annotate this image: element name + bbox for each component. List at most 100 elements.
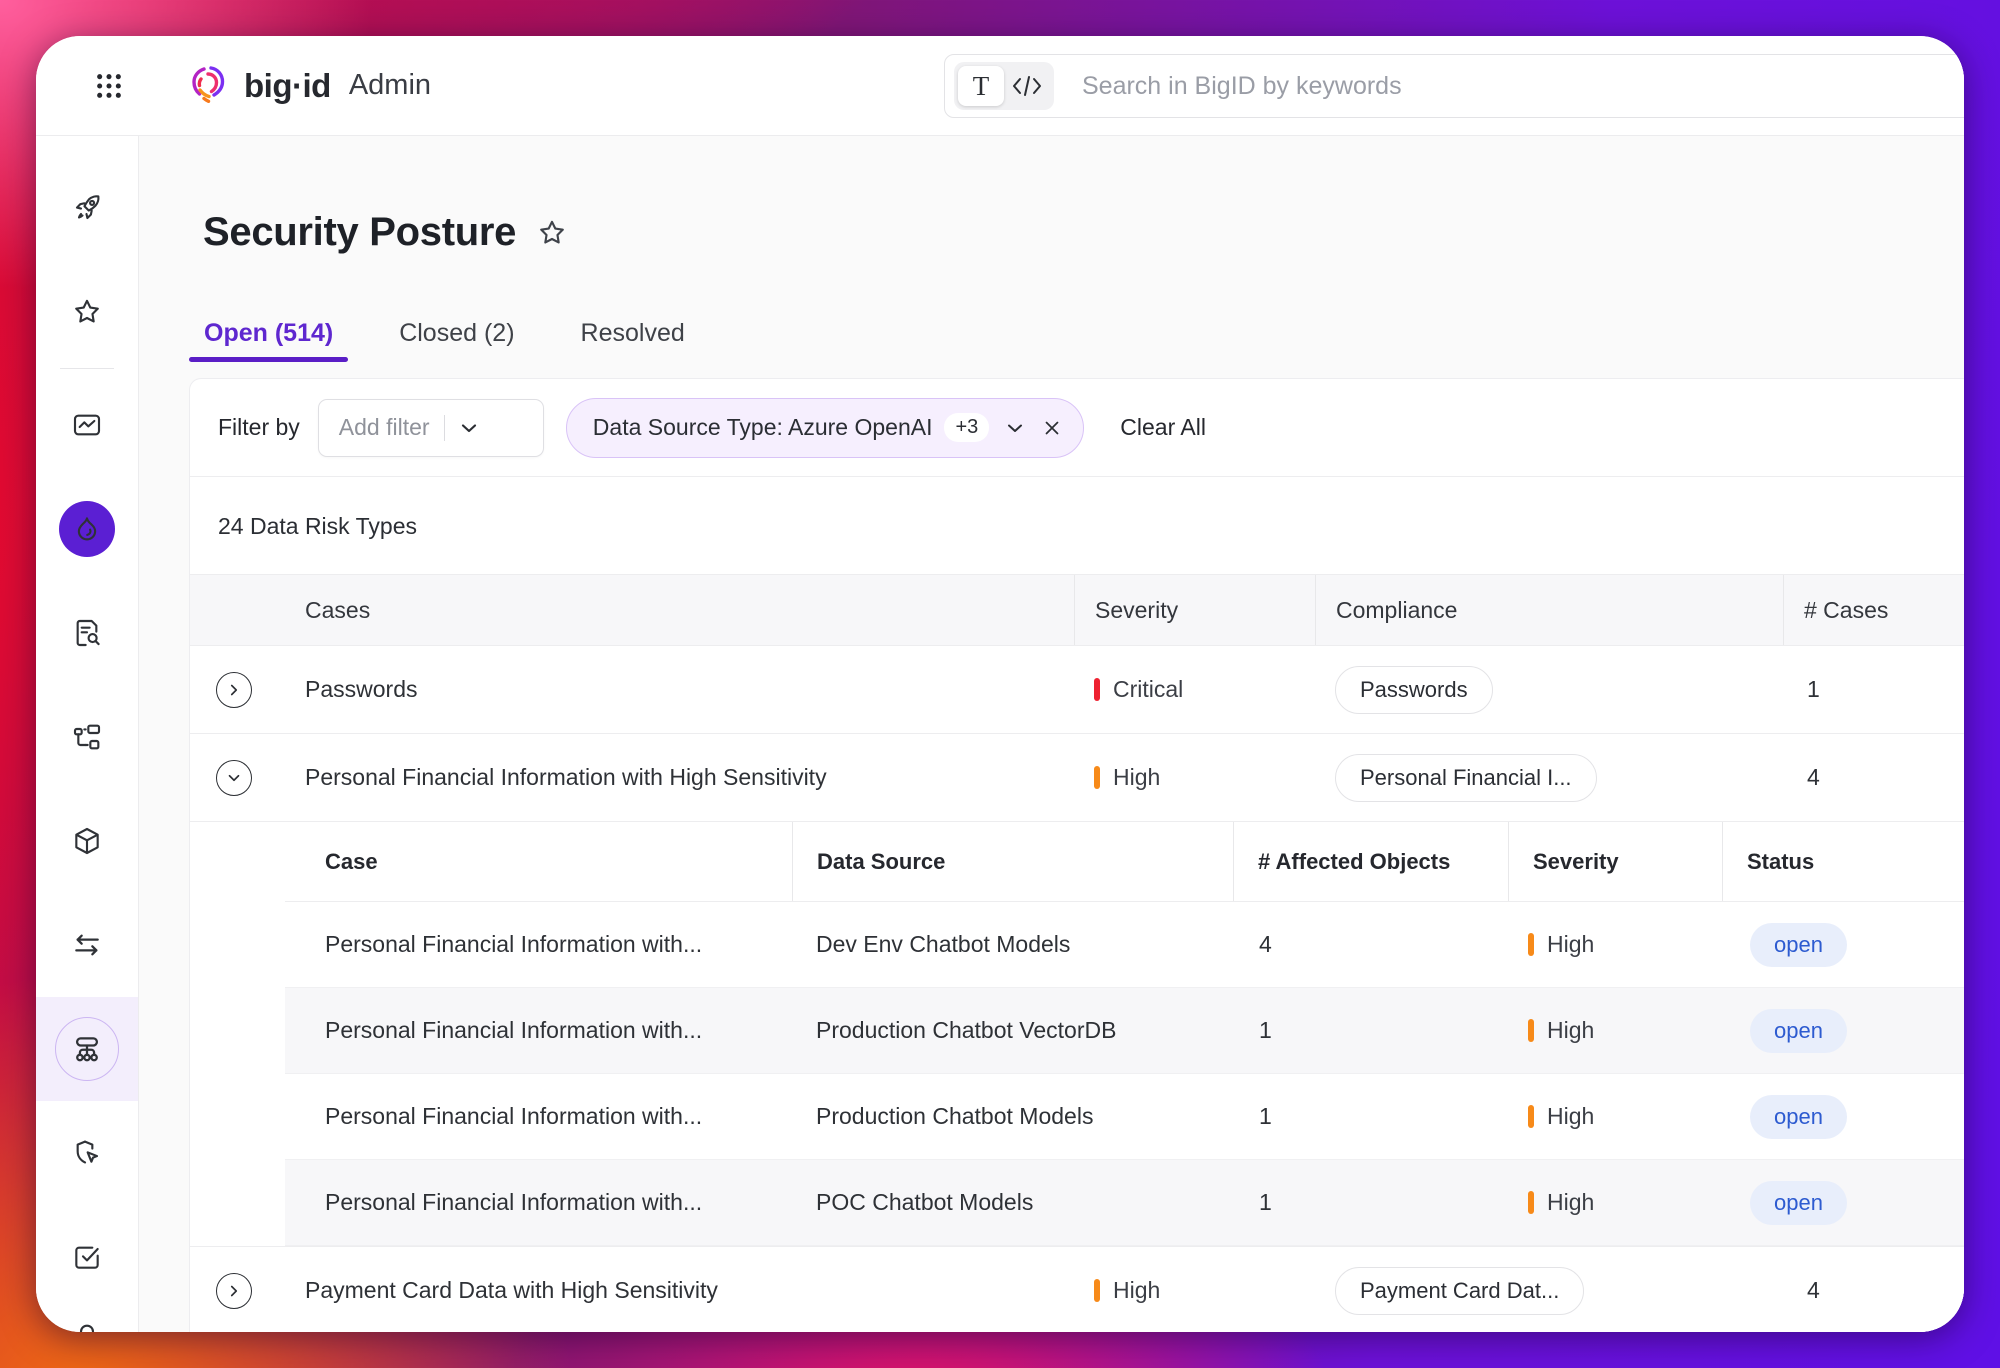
case-name: Personal Financial Information with...	[325, 1189, 703, 1215]
checkbox-icon	[75, 1246, 99, 1269]
search-mode-query-button[interactable]	[1004, 66, 1050, 106]
sidebar-item-tasks[interactable]	[36, 1205, 138, 1309]
severity-label: Critical	[1113, 676, 1184, 702]
severity-cell: High	[1508, 1017, 1722, 1044]
severity-high-indicator	[1094, 766, 1100, 789]
risk-table-header: Cases Severity Compliance # Cases	[190, 574, 1964, 646]
risk-types-count-label: 24 Data Risk Types	[218, 513, 418, 539]
search-input[interactable]	[1054, 71, 1964, 101]
column-header-compliance: Compliance	[1315, 575, 1783, 645]
flame-icon	[77, 517, 97, 541]
sidebar-item-policies[interactable]	[36, 581, 138, 685]
severity-high-indicator	[1528, 933, 1534, 956]
topbar: big·id Admin T	[36, 36, 1964, 136]
sidebar-item-remediation[interactable]	[36, 1101, 138, 1205]
filter-chip-remove-button[interactable]	[1041, 417, 1063, 439]
sidebar-item-data-flows[interactable]	[36, 893, 138, 997]
severity-high-indicator	[1094, 1279, 1100, 1302]
app-launcher-button[interactable]	[92, 69, 126, 103]
active-filter-chip[interactable]: Data Source Type: Azure OpenAI +3	[565, 397, 1085, 458]
case-row-production-vectordb[interactable]: Personal Financial Information with... P…	[285, 988, 1964, 1074]
table-row-passwords[interactable]: Passwords Critical Passwords 1	[190, 646, 1964, 734]
add-filter-dropdown[interactable]: Add filter	[317, 398, 544, 457]
collapse-row-button[interactable]	[216, 759, 252, 796]
case-name: Personal Financial Information with...	[325, 1103, 703, 1129]
column-header-affected-objects: # Affected Objects	[1233, 822, 1508, 901]
clear-all-button[interactable]: Clear All	[1120, 414, 1206, 440]
filter-chip-expand-button[interactable]	[1003, 416, 1027, 440]
severity-label: High	[1547, 1103, 1595, 1129]
severity-cell: High	[1508, 1189, 1722, 1216]
status-badge: open	[1750, 1180, 1847, 1225]
dropdown-divider	[443, 414, 445, 441]
sidebar-item-dashboard[interactable]	[36, 373, 138, 477]
filter-more-count-badge: +3	[944, 413, 990, 442]
results-card: Filter by Add filter Data Source Type: A…	[189, 378, 1964, 1332]
chevron-right-icon	[230, 1285, 238, 1296]
sidebar-item-classification[interactable]	[36, 685, 138, 789]
sidebar-item-getting-started[interactable]	[36, 156, 138, 260]
global-search: T	[944, 54, 1964, 118]
table-row-payment-card[interactable]: Payment Card Data with High Sensitivity …	[190, 1246, 1964, 1332]
filter-bar: Filter by Add filter Data Source Type: A…	[190, 379, 1964, 477]
shield-cursor-icon	[76, 1140, 99, 1164]
sidebar-item-favorites[interactable]	[36, 260, 138, 364]
tab-open[interactable]: Open (514)	[189, 319, 349, 362]
tab-closed[interactable]: Closed (2)	[399, 319, 515, 347]
case-row-dev-env[interactable]: Personal Financial Information with... D…	[285, 902, 1964, 988]
case-name: Personal Financial Information with...	[325, 931, 703, 957]
compliance-tag: Payment Card Dat...	[1335, 1266, 1585, 1315]
num-cases-value: 4	[1807, 764, 1820, 790]
expand-row-button[interactable]	[216, 671, 252, 708]
swap-arrows-icon	[75, 934, 99, 956]
chevron-right-icon	[230, 684, 238, 695]
affected-objects: 1	[1259, 1189, 1272, 1215]
logo-text: big·id	[244, 66, 331, 104]
column-header-status: Status	[1722, 822, 1964, 901]
column-header-cases: Cases	[305, 596, 371, 623]
sidebar-item-access-partial[interactable]	[36, 1285, 138, 1332]
code-icon	[1013, 76, 1041, 96]
star-icon	[75, 299, 99, 323]
column-header-severity: Severity	[1508, 822, 1722, 901]
case-row-poc-models[interactable]: Personal Financial Information with... P…	[285, 1160, 1964, 1246]
logo-suffix: Admin	[348, 69, 432, 101]
column-header-severity: Severity	[1074, 575, 1315, 645]
severity-high-indicator	[1528, 1019, 1534, 1042]
num-cases-value: 1	[1807, 676, 1820, 702]
favorite-star-button[interactable]	[536, 217, 568, 249]
sidebar-item-inventory[interactable]	[36, 789, 138, 893]
filter-by-label: Filter by	[218, 414, 300, 440]
severity-cell: High	[1508, 931, 1722, 958]
data-source: POC Chatbot Models	[816, 1189, 1034, 1215]
column-header-num-cases: # Cases	[1783, 575, 1964, 645]
sidebar-item-risk-active[interactable]	[36, 477, 138, 581]
sidebar	[36, 136, 139, 1332]
case-name: Personal Financial Information with...	[325, 1017, 703, 1043]
status-badge: open	[1750, 1008, 1847, 1053]
num-cases-value: 4	[1807, 1277, 1820, 1303]
sitemap-icon	[75, 1037, 99, 1062]
sidebar-item-hierarchy-current[interactable]	[36, 997, 138, 1101]
main-content: Security Posture Open (514) Closed (2) R…	[139, 136, 1964, 1332]
case-table-header: Case Data Source # Affected Objects Seve…	[285, 822, 1964, 902]
chevron-down-icon	[1008, 424, 1023, 432]
severity-label: High	[1113, 764, 1161, 790]
search-mode-text-button[interactable]: T	[958, 66, 1004, 106]
severity-cell: High	[1074, 1277, 1315, 1304]
expand-row-button[interactable]	[216, 1272, 252, 1309]
case-name: Payment Card Data with High Sensitivity	[305, 1277, 718, 1303]
severity-label: High	[1547, 931, 1595, 957]
header-expander-spacer	[190, 575, 285, 645]
document-search-icon	[76, 619, 100, 647]
table-row-personal-financial[interactable]: Personal Financial Information with High…	[190, 734, 1964, 822]
chevron-down-icon	[461, 423, 476, 432]
severity-label: High	[1113, 1277, 1161, 1303]
status-badge: open	[1750, 1094, 1847, 1139]
tab-resolved[interactable]: Resolved	[580, 319, 685, 347]
severity-cell: High	[1508, 1103, 1722, 1130]
status-badge: open	[1750, 922, 1847, 967]
chevron-down-icon	[228, 774, 240, 781]
case-row-production-models[interactable]: Personal Financial Information with... P…	[285, 1074, 1964, 1160]
